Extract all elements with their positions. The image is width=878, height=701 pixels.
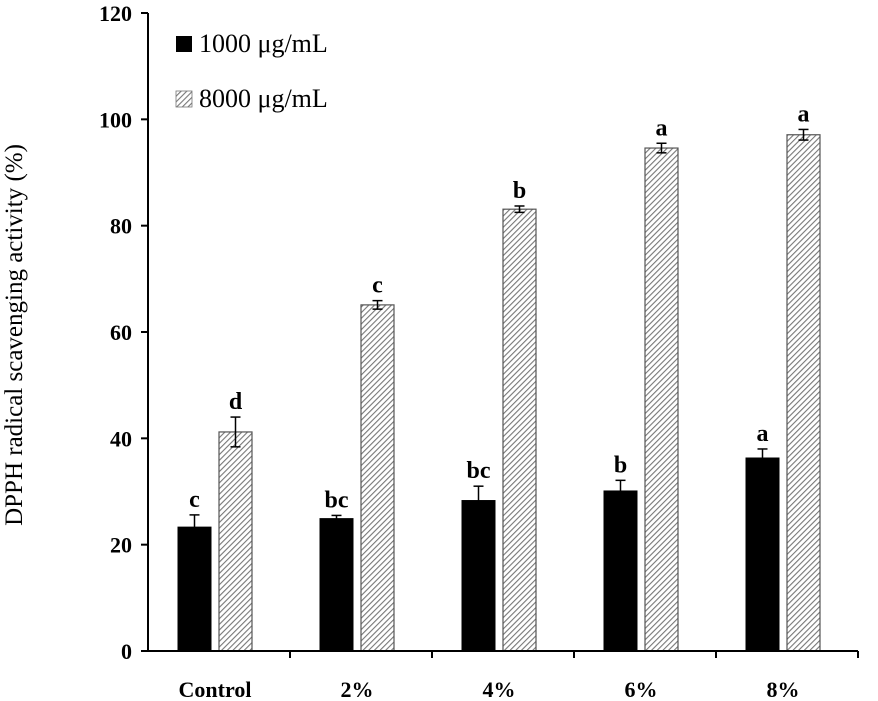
bar-series-1 (319, 518, 354, 652)
y-axis-ticks: 0 20 40 60 80 100 120 (99, 1, 148, 664)
significance-letter: bc (325, 487, 349, 513)
significance-letter: bc (467, 458, 491, 484)
legend-swatch-series-2 (175, 90, 193, 108)
x-tick-label: Control (179, 677, 252, 701)
bar-series-2 (502, 208, 537, 652)
y-tick-label: 0 (121, 639, 132, 664)
x-tick-label: 8% (767, 677, 800, 701)
significance-letter: b (614, 452, 627, 478)
significance-letter: c (189, 487, 200, 513)
x-axis-labels: Control 2% 4% 6% 8% (179, 651, 859, 701)
y-axis-label: DPPH radical scavenging activity (%) (1, 144, 28, 526)
bar-series-2 (218, 431, 253, 652)
y-tick-label: 40 (110, 426, 132, 451)
y-tick-label: 100 (99, 107, 132, 132)
significance-letter: d (229, 389, 243, 415)
x-tick-label: 6% (625, 677, 658, 701)
bars-group (177, 134, 821, 652)
significance-letter: a (656, 115, 668, 141)
significance-letters-group: c d bc c bc b b a a a (189, 101, 809, 513)
bar-series-2 (644, 147, 679, 652)
legend-label-series-2: 8000 μg/mL (199, 84, 328, 113)
bar-series-1 (603, 490, 638, 652)
x-tick-label: 2% (341, 677, 374, 701)
y-tick-label: 120 (99, 1, 132, 26)
legend-label-series-1: 1000 μg/mL (199, 29, 328, 58)
x-tick-label: 4% (483, 677, 516, 701)
bar-series-2 (786, 134, 821, 652)
bar-series-1 (745, 457, 780, 652)
y-tick-label: 80 (110, 214, 132, 239)
significance-letter: a (798, 101, 810, 127)
y-tick-label: 20 (110, 533, 132, 558)
error-bars-group (189, 128, 809, 541)
bar-series-1 (177, 526, 212, 652)
legend-swatch-series-1 (176, 36, 192, 52)
significance-letter: b (513, 178, 526, 204)
bar-series-2 (360, 304, 395, 652)
legend: 1000 μg/mL 8000 μg/mL (175, 29, 328, 113)
y-tick-label: 60 (110, 320, 132, 345)
bar-series-1 (461, 500, 496, 652)
significance-letter: a (757, 421, 769, 447)
significance-letter: c (372, 273, 383, 299)
